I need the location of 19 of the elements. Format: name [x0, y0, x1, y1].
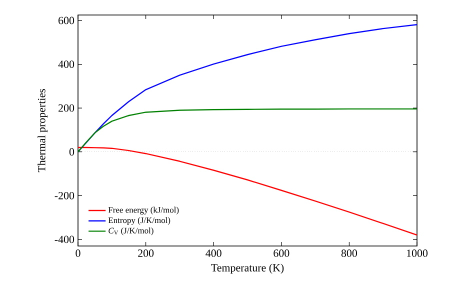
line-series [78, 146, 418, 236]
y-tick-label: 600 [58, 16, 74, 24]
x-tick-label: 200 [138, 250, 154, 257]
y-tick-label: 200 [58, 104, 74, 112]
legend-label: Entropy (J/K/mol) [108, 217, 170, 225]
x-tick-label: 400 [206, 250, 222, 257]
y-tick-label: -400 [54, 236, 74, 244]
y-tick-label: -200 [54, 192, 74, 200]
x-tick-label: 1000 [407, 250, 428, 257]
y-axis-title: Thermal properties [38, 89, 48, 172]
x-tick-label: 800 [341, 250, 358, 257]
y-tick-label: 400 [58, 60, 74, 68]
legend-label: C$_{V}$ (J/K/mol) [108, 228, 154, 236]
x-tick-label: 600 [274, 250, 290, 257]
line-series [78, 24, 418, 152]
y-tick-label: 0 [69, 148, 74, 156]
x-tick-label: 0 [76, 250, 80, 257]
legend-label: Free energy (kJ/mol) [108, 206, 179, 214]
x-axis-title: Temperature (K) [211, 264, 284, 274]
